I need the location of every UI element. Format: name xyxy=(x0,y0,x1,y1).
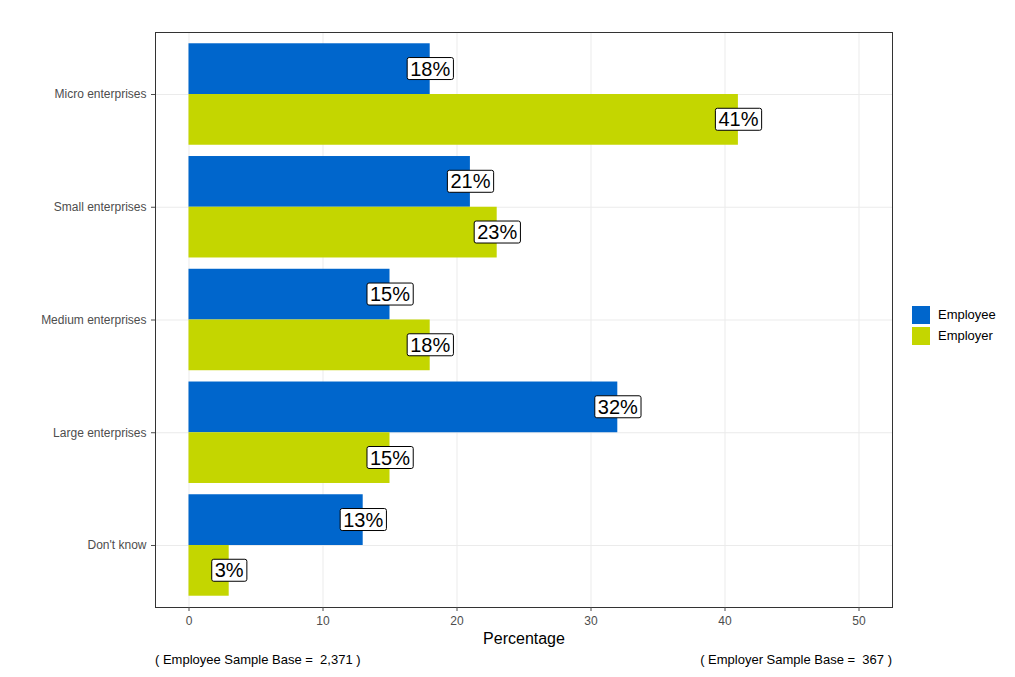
svg-text:15%: 15% xyxy=(370,283,410,305)
html-text:Employer: Employer xyxy=(938,328,993,343)
svg-text:Percentage: Percentage xyxy=(483,630,565,647)
svg-text:18%: 18% xyxy=(410,334,450,356)
svg-text:10: 10 xyxy=(316,614,330,628)
html-text:( Employee Sample Base = 2,371: ( Employee Sample Base = 2,371 ) xyxy=(155,652,361,667)
svg-text:40: 40 xyxy=(718,614,732,628)
svg-text:23%: 23% xyxy=(477,221,517,243)
svg-text:Large enterprises: Large enterprises xyxy=(53,426,146,440)
svg-text:0: 0 xyxy=(186,614,193,628)
html-text:( Employer Sample Base = 367 ): ( Employer Sample Base = 367 ) xyxy=(700,652,892,667)
svg-text:32%: 32% xyxy=(598,396,638,418)
svg-text:15%: 15% xyxy=(370,447,410,469)
svg-text:3%: 3% xyxy=(215,559,244,581)
svg-text:21%: 21% xyxy=(450,170,490,192)
svg-text:Micro enterprises: Micro enterprises xyxy=(54,87,146,101)
svg-text:Medium enterprises: Medium enterprises xyxy=(41,313,146,327)
svg-text:20: 20 xyxy=(450,614,464,628)
svg-text:18%: 18% xyxy=(410,58,450,80)
html-text:Employee: Employee xyxy=(938,307,996,322)
svg-text:13%: 13% xyxy=(343,509,383,531)
svg-text:Small enterprises: Small enterprises xyxy=(54,200,147,214)
svg-text:Don't know: Don't know xyxy=(88,538,147,552)
svg-text:41%: 41% xyxy=(718,108,758,130)
svg-text:30: 30 xyxy=(584,614,598,628)
svg-text:50: 50 xyxy=(852,614,866,628)
